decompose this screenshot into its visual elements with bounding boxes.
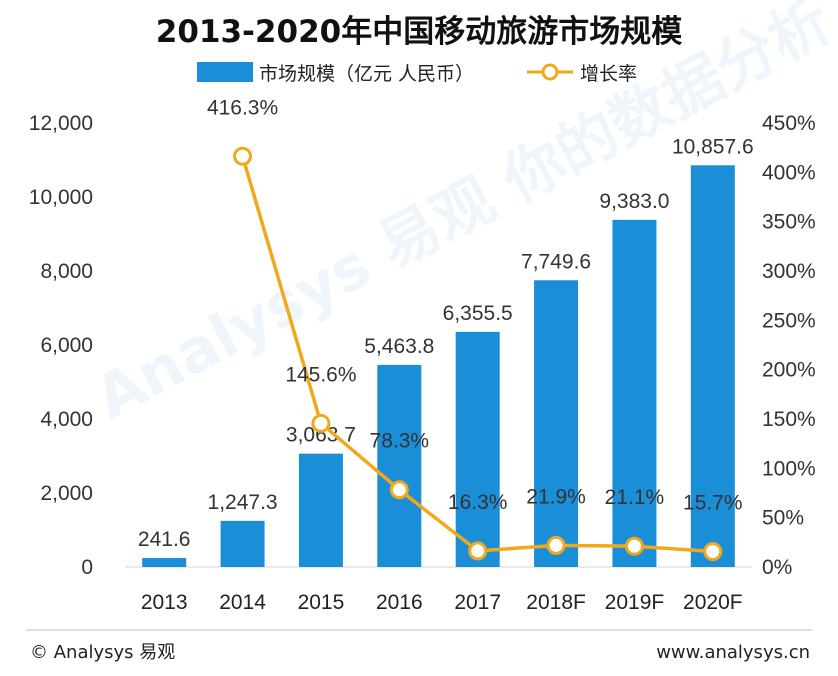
growth-marker	[624, 536, 644, 556]
category-label: 2019F	[605, 591, 665, 614]
bar	[612, 219, 657, 568]
growth-value-label: 16.3%	[448, 491, 508, 514]
bar-value-label: 241.6	[138, 528, 191, 551]
chart-title: 2013-2020年中国移动旅游市场规模	[156, 14, 682, 50]
bar	[220, 520, 265, 567]
bar-value-label: 10,857.6	[672, 135, 754, 158]
footer-copyright: © Analysys 易观	[30, 642, 175, 663]
left-axis-ticks: 0 2,000 4,000 6,000 8,000 10,000 12,000	[29, 112, 93, 579]
category-labels: 2013 2014 2015 2016 2017 2018F 2019F 2020F	[141, 591, 743, 614]
growth-line-series: 416.3% 145.6% 78.3% 16.3% 21.9% 21.1% 15.7%	[207, 96, 743, 562]
bar	[142, 558, 187, 567]
footer-url: www.analysys.cn	[656, 642, 810, 663]
legend-bar-swatch	[197, 62, 253, 82]
right-axis-tick-label: 250%	[762, 309, 816, 332]
right-axis-tick-label: 200%	[762, 359, 816, 382]
bar-value-label: 9,383.0	[599, 190, 669, 213]
growth-marker	[703, 542, 723, 562]
category-label: 2020F	[683, 591, 743, 614]
bar-value-label: 3,063.7	[286, 424, 356, 447]
category-label: 2017	[454, 591, 501, 614]
growth-marker	[233, 146, 253, 166]
left-axis-tick-label: 0	[81, 556, 93, 579]
category-label: 2018F	[526, 591, 586, 614]
right-axis-tick-label: 150%	[762, 408, 816, 431]
bar	[534, 280, 579, 567]
right-axis-tick-label: 300%	[762, 260, 816, 283]
growth-value-label: 78.3%	[370, 430, 430, 453]
growth-marker	[546, 535, 566, 555]
left-axis-tick-label: 8,000	[40, 260, 93, 283]
legend-line-marker	[541, 63, 559, 81]
bar-value-label: 6,355.5	[443, 302, 513, 325]
growth-marker	[468, 541, 488, 561]
growth-marker	[389, 480, 409, 500]
bar-series: 241.6 1,247.3 3,063.7 5,463.8 6,355.5 7,749.6…	[138, 135, 754, 568]
category-label: 2016	[376, 591, 423, 614]
left-axis-tick-label: 6,000	[40, 334, 93, 357]
legend-line-label: 增长率	[580, 63, 637, 85]
legend-bar-label: 市场规模（亿元 人民币）	[259, 63, 474, 85]
growth-value-label: 21.9%	[526, 485, 586, 508]
growth-value-label: 21.1%	[605, 486, 665, 509]
right-axis-tick-label: 350%	[762, 211, 816, 234]
bar-value-label: 7,749.6	[521, 250, 591, 273]
right-axis-tick-label: 400%	[762, 161, 816, 184]
right-axis-tick-label: 0%	[762, 556, 792, 579]
bar	[298, 453, 343, 567]
category-label: 2014	[219, 591, 266, 614]
left-axis-tick-label: 2,000	[40, 482, 93, 505]
bar	[455, 331, 500, 567]
left-axis-tick-label: 4,000	[40, 408, 93, 431]
growth-value-label: 145.6%	[285, 363, 356, 386]
legend: 市场规模（亿元 人民币） 增长率	[197, 62, 637, 85]
left-axis-tick-label: 12,000	[29, 112, 93, 135]
bar-value-label: 1,247.3	[208, 491, 278, 514]
bar-value-label: 5,463.8	[364, 335, 434, 358]
bar	[377, 364, 422, 567]
right-axis-tick-label: 450%	[762, 112, 816, 135]
bar	[690, 165, 735, 567]
category-label: 2013	[141, 591, 188, 614]
growth-marker	[311, 413, 331, 433]
category-label: 2015	[298, 591, 345, 614]
right-axis-tick-label: 100%	[762, 457, 816, 480]
growth-value-label: 15.7%	[683, 492, 743, 515]
left-axis-tick-label: 10,000	[29, 186, 93, 209]
right-axis-ticks: 0% 50% 100% 150% 200% 250% 300% 350% 400% 450%	[762, 112, 816, 579]
growth-value-label: 416.3%	[207, 96, 278, 119]
right-axis-tick-label: 50%	[762, 507, 804, 530]
